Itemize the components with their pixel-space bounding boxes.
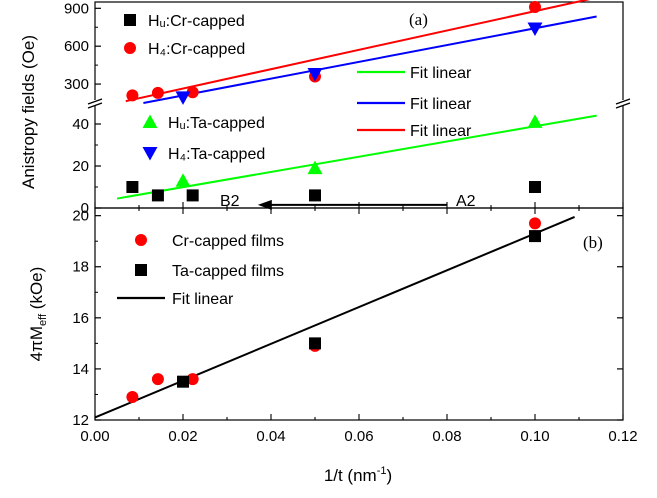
- panel-b-ylabel-tail: (kOe): [27, 267, 46, 314]
- legend-label: Hᵤ:Ta-capped: [168, 115, 265, 132]
- axis-break-gap: [615, 100, 631, 106]
- panel-a-ytick-label: 40: [72, 116, 89, 133]
- panel-a-data-point: [307, 67, 323, 82]
- panel-a-data-point: [527, 114, 543, 128]
- panel-a-data-point: [175, 173, 191, 187]
- panel-a-ylabel: Anistropy fields (Oe): [19, 35, 38, 189]
- panel-a-data-point: [527, 22, 543, 37]
- panel-b-data-point: [186, 373, 199, 386]
- panel-b-xtick-label: 0.00: [80, 428, 109, 445]
- panel-a-data-point: [175, 91, 191, 105]
- annotation-b2: B2: [220, 193, 240, 210]
- panel-b-xlabel-tail: ): [387, 466, 393, 485]
- panel-b-xtick-label: 0.12: [608, 428, 637, 445]
- panel-b-xlabel-main: 1/t (nm: [324, 466, 377, 485]
- panel-a-fit-line: [116, 114, 597, 200]
- panel-a-data-point: [151, 86, 164, 99]
- legend-marker: [142, 147, 158, 161]
- axis-break-mark: [87, 98, 103, 105]
- legend-marker: [124, 42, 136, 54]
- panel-b-tag: (b): [583, 233, 603, 252]
- legend-fit-label: Fit linear: [410, 123, 472, 140]
- panel-a-data-point: [186, 86, 199, 99]
- panel-b-xlabel-sup: -1: [377, 465, 387, 477]
- panel-b-ytick-label: 16: [72, 310, 89, 327]
- legend-marker: [124, 14, 136, 26]
- panel-a-frame: [94, 1, 624, 209]
- panel-a-ytick-label: 900: [64, 0, 89, 17]
- panel-a-fit-line: [143, 15, 597, 104]
- legend-label: Fit linear: [172, 291, 234, 308]
- panel-b-ytick-label: 12: [72, 412, 89, 429]
- panel-a-data-point: [151, 189, 164, 202]
- panel-b: 4πMeff (kOe) 1/t (nm-1) (b) 12 14 16 18 20 0.…: [27, 207, 638, 485]
- panel-b-data-point: [309, 337, 321, 350]
- legend-label: H₄:Ta-capped: [168, 146, 265, 163]
- panel-b-xtick-label: 0.08: [432, 428, 461, 445]
- legend-fit-label: Fit linear: [410, 96, 472, 113]
- panel-b-fit-line: [94, 216, 575, 419]
- panel-b-ytick-label: 18: [72, 259, 89, 276]
- axis-break-gap: [87, 100, 103, 106]
- panel-a-data-point: [307, 160, 323, 175]
- panel-a-ytick-label: 0: [81, 200, 89, 217]
- panel-a-ytick-label: 20: [72, 158, 89, 175]
- legend-label: Ta-capped films: [172, 263, 284, 280]
- legend-label: Cr-capped films: [172, 233, 284, 250]
- legend-marker: [135, 234, 147, 246]
- panel-a-data-point: [126, 89, 139, 102]
- panel-b-data-point: [177, 375, 189, 388]
- annotation-a2: A2: [456, 193, 476, 210]
- panel-b-xtick-label: 0.06: [344, 428, 373, 445]
- panel-b-xtick-label: 0.10: [520, 428, 549, 445]
- panel-a: Anistropy fields (Oe) (a) A2 B2 300 600 90…: [19, 0, 631, 217]
- panel-a-data-point: [186, 189, 199, 202]
- panel-b-legend: Cr-capped films Ta-capped films Fit linear: [117, 233, 284, 308]
- panel-b-data-point: [529, 230, 541, 243]
- panel-b-xtick-label: 0.02: [168, 428, 197, 445]
- panel-a-data-point: [529, 181, 541, 193]
- panel-b-ytick-label: 20: [72, 208, 89, 225]
- panel-a-fit-line: [125, 0, 591, 103]
- legend-label: H₄:Cr-capped: [148, 41, 245, 58]
- legend-fit-label: Fit linear: [410, 65, 472, 82]
- axis-break-mark: [87, 102, 103, 109]
- panel-a-plot: 300 600 900 0 20 40: [64, 0, 631, 217]
- panel-a-ytick-label: 600: [64, 38, 89, 55]
- legend-label: Hᵤ:Cr-capped: [148, 13, 245, 30]
- annotation-arrow-head: [257, 199, 272, 210]
- legend-marker: [142, 114, 158, 128]
- panel-b-data-point: [126, 391, 139, 404]
- panel-b-xtick-label: 0.04: [256, 428, 285, 445]
- panel-a-data-point: [309, 189, 321, 202]
- panel-b-data-point: [529, 217, 541, 230]
- panel-b-plot: 12 14 16 18 20 0.00 0.02 0.04 0.06 0.08 0.10 0.12: [72, 208, 637, 445]
- panel-a-data-point: [126, 181, 139, 193]
- panel-b-ylabel: 4πMeff (kOe): [27, 267, 49, 362]
- panel-a-tag: (a): [409, 10, 428, 29]
- axis-break-mark: [615, 98, 631, 105]
- panel-b-ylabel-main: 4πM: [27, 326, 46, 361]
- legend-marker: [135, 264, 147, 276]
- axis-break-mark: [615, 102, 631, 109]
- panel-a-ytick-label: 300: [64, 76, 89, 93]
- panel-b-ylabel-sub: eff: [37, 313, 49, 326]
- panel-a-legend: Hᵤ:Cr-capped H₄:Cr-capped Hᵤ:Ta-capped H₄:T…: [124, 13, 472, 163]
- panel-b-ytick-label: 14: [72, 361, 89, 378]
- panel-b-data-point: [151, 373, 164, 386]
- panel-a-data-point: [529, 1, 541, 14]
- panel-b-xlabel: 1/t (nm-1): [324, 465, 392, 485]
